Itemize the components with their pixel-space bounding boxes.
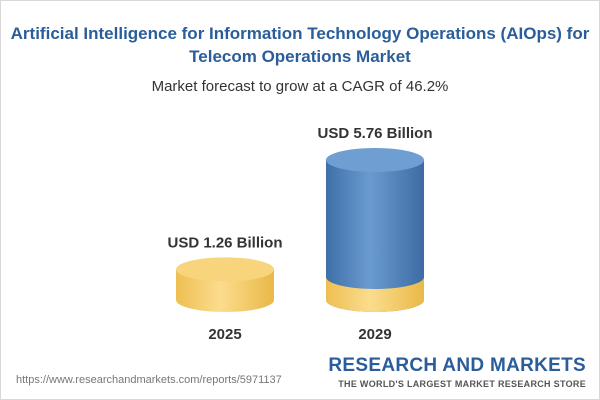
category-label-2029: 2029 bbox=[358, 326, 391, 343]
chart-subtitle: Market forecast to grow at a CAGR of 46.… bbox=[151, 78, 449, 95]
bar-2025 bbox=[176, 257, 274, 312]
source-url[interactable]: https://www.researchandmarkets.com/repor… bbox=[16, 374, 282, 386]
brand-name: RESEARCH AND MARKETS bbox=[328, 355, 586, 376]
value-label-2025: USD 1.26 Billion bbox=[167, 234, 282, 251]
category-label-2025: 2025 bbox=[208, 326, 241, 343]
brand-logo: RESEARCH AND MARKETS THE WORLD'S LARGEST… bbox=[328, 355, 586, 390]
chart-title: Artificial Intelligence for Information … bbox=[10, 24, 590, 66]
bar-cylinder-blue bbox=[326, 148, 424, 312]
bar-2029 bbox=[326, 148, 424, 312]
bar-cylinder-gold bbox=[176, 257, 274, 312]
brand-tagline: THE WORLD'S LARGEST MARKET RESEARCH STOR… bbox=[338, 379, 586, 389]
value-label-2029: USD 5.76 Billion bbox=[317, 125, 432, 142]
